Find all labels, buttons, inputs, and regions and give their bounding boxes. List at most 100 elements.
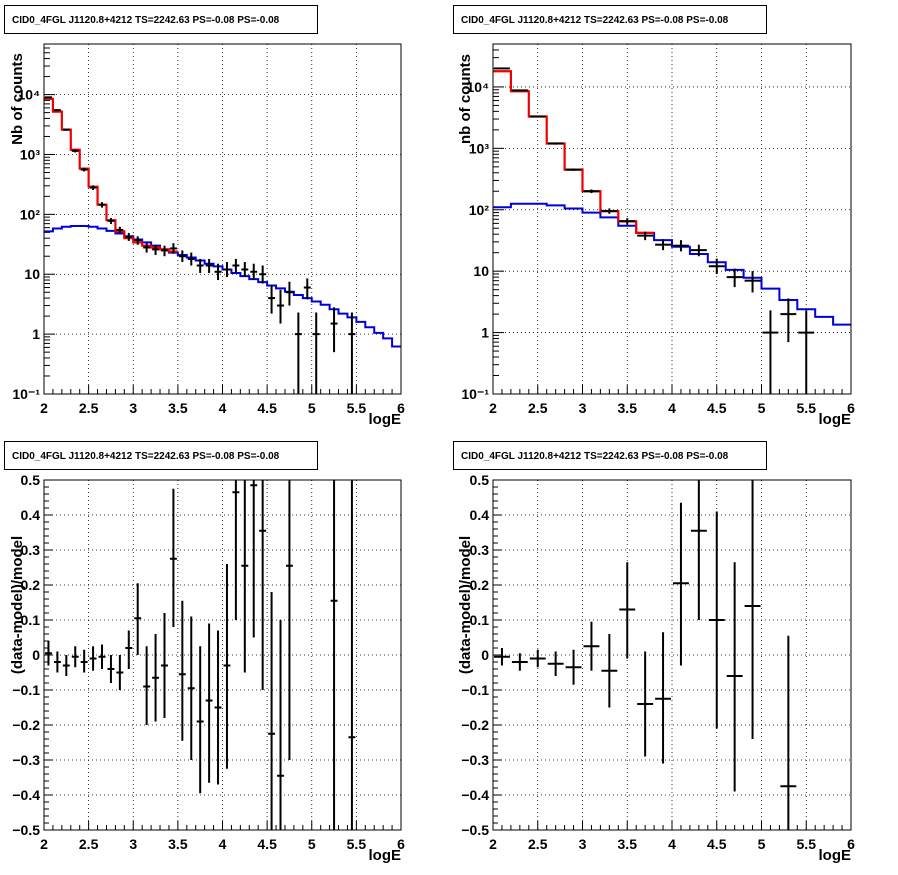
y-tick-label: 0 [32,647,40,663]
data-point [762,310,779,394]
data-point [268,592,276,830]
x-tick-label: 4 [219,836,227,852]
data-point [125,232,133,241]
x-tick-label: 2.5 [79,836,99,852]
data-point [726,268,743,288]
data-point [80,649,88,673]
data-point [744,271,761,293]
plot-frame [492,479,852,831]
data-point [161,245,168,257]
data-point [619,218,636,225]
data-point [511,653,528,671]
data-point [655,632,671,764]
y-tick-label: 0.1 [21,612,41,628]
data-point [637,231,654,241]
x-tick-label: 6 [397,836,405,852]
title-box [453,5,767,34]
x-tick-label: 6 [847,400,855,416]
x-tick-label: 3 [579,400,587,416]
y-tick-label: 10⁻¹ [12,386,40,402]
x-axis-title: logE [369,847,402,864]
data-point [690,480,707,620]
x-tick-label: 3.5 [168,400,188,416]
x-tick-label: 4 [668,836,676,852]
y-tick-label: −0.5 [461,822,489,838]
data-point [312,312,320,394]
grid-lines [492,479,852,831]
data-point [259,265,267,284]
data-point [98,644,106,669]
y-tick-label: 0.3 [21,542,41,558]
data-point [223,262,231,277]
x-tick-label: 6 [397,400,405,416]
y-tick-label: −0.3 [12,752,40,768]
data-point [53,109,61,112]
x-tick-label: 6 [847,836,855,852]
x-tick-label: 2 [489,400,497,416]
data-point [143,646,151,725]
y-tick-label: 0.2 [21,577,41,593]
data-point [348,312,356,394]
plot-frame [43,43,402,395]
x-tick-label: 3 [579,836,587,852]
y-tick-label: 10 [24,266,40,282]
y-tick-label: −0.4 [461,787,489,803]
title-box [453,441,767,470]
y-tick-label: 10 [473,263,489,279]
data-point [205,623,213,783]
data-point [62,128,70,131]
data-point [205,258,213,273]
x-tick-label: 4.5 [257,836,277,852]
x-axis-title: logE [369,411,402,428]
data-points [45,96,356,394]
data-point [62,655,70,676]
data-point [53,651,61,673]
data-point [196,646,204,794]
x-tick-label: 5.5 [347,836,367,852]
background-model-line [44,224,401,348]
data-point [98,202,106,208]
x-tick-label: 2 [40,400,48,416]
y-tick-label: 10⁴ [467,79,490,95]
x-tick-label: 5 [758,836,766,852]
data-points [494,67,815,394]
y-tick-label: 0.2 [470,577,490,593]
data-point [619,562,636,659]
data-point [71,646,79,668]
data-point [708,258,725,274]
data-point [780,298,797,343]
data-point [80,167,88,172]
data-point [259,480,267,690]
plot-title: CID0_4FGL J1120.8+4212 TS=2242.63 PS=-0.… [461,15,729,26]
data-point [134,583,142,655]
x-tick-label: 2.5 [79,400,99,416]
total-model-line [44,97,178,253]
data-point [583,621,600,671]
grid-lines [43,479,402,831]
title-box [4,441,318,470]
data-point [187,616,195,760]
y-tick-label: 0.5 [470,472,490,488]
data-point [348,480,356,830]
x-tick-label: 5.5 [347,400,367,416]
data-point [673,240,689,252]
data-point [116,655,124,690]
data-point [45,96,52,99]
data-point [89,185,97,191]
data-point [673,502,689,666]
plot-title: CID0_4FGL J1120.8+4212 TS=2242.63 PS=-0.… [12,451,280,462]
plot-panel-3: CID0_4FGL J1120.8+4212 TS=2242.63 PS=-0.… [4,441,405,864]
data-point [107,655,115,683]
data-point [494,648,510,666]
plot-title: CID0_4FGL J1120.8+4212 TS=2242.63 PS=-0.… [461,451,729,462]
y-axis-title: nb of counts [457,54,474,144]
x-tick-label: 2 [489,836,497,852]
y-tick-label: −0.4 [12,787,40,803]
y-tick-label: 10² [20,206,41,222]
data-point [178,250,186,263]
data-point [232,258,240,273]
x-axis-title: logE [819,847,852,864]
x-tick-label: 3 [129,836,137,852]
data-point [241,480,249,673]
data-point [529,649,546,668]
